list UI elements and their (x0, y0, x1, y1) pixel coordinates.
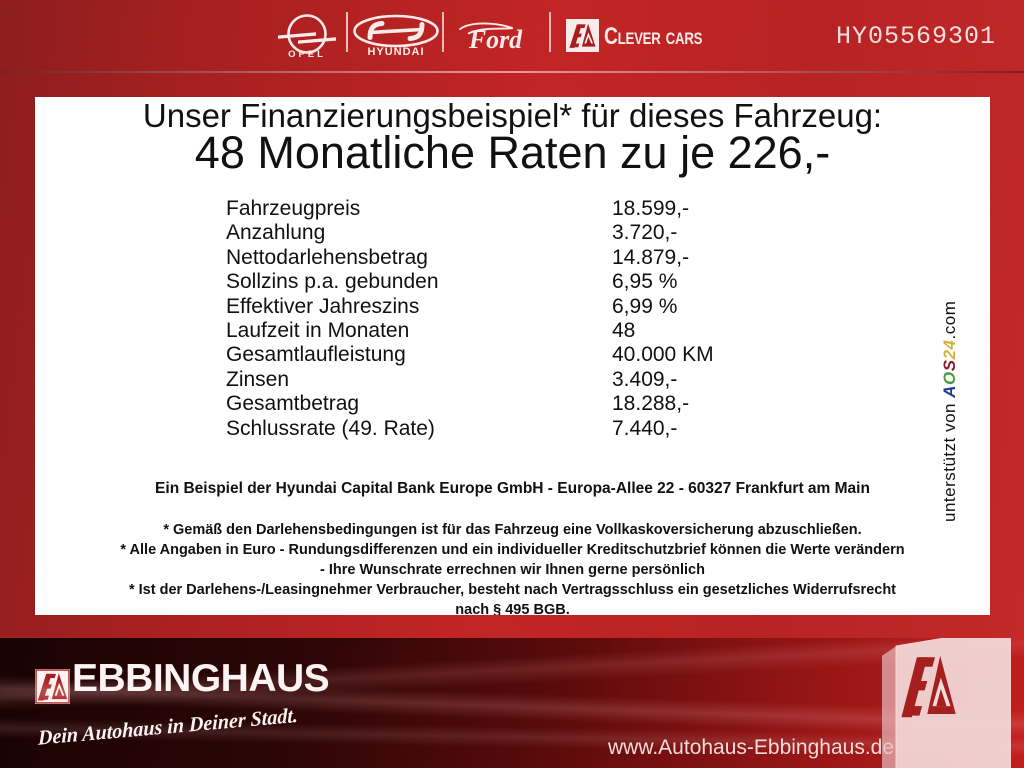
svg-text:OPEL: OPEL (288, 49, 326, 58)
svg-text:HYUNDAI: HYUNDAI (367, 46, 424, 58)
svg-text:Clever cars: Clever cars (604, 22, 703, 50)
